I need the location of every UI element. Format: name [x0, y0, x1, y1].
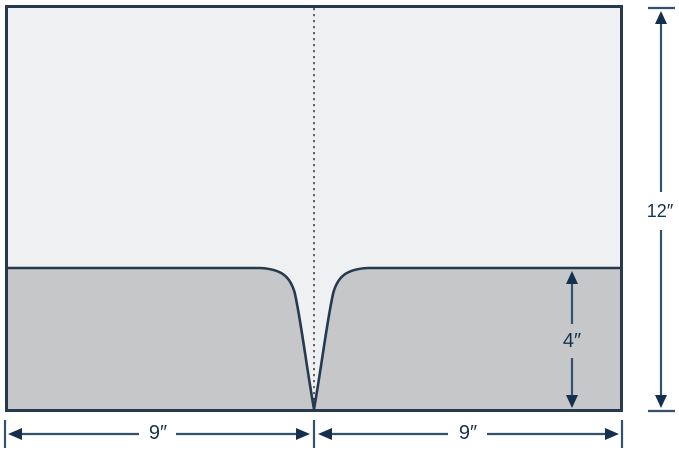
- folder-outline: [5, 5, 623, 412]
- right-pocket: [312, 266, 620, 409]
- pocket-height-dimension-label: 4″: [562, 330, 582, 352]
- height-dimension-label: 12″: [646, 201, 674, 221]
- left-pocket: [8, 266, 316, 409]
- left-panel-width-dimension-label: 9″: [148, 422, 168, 444]
- right-panel-width-dimension-label: 9″: [458, 422, 478, 444]
- folder-shape-svg: [8, 8, 620, 409]
